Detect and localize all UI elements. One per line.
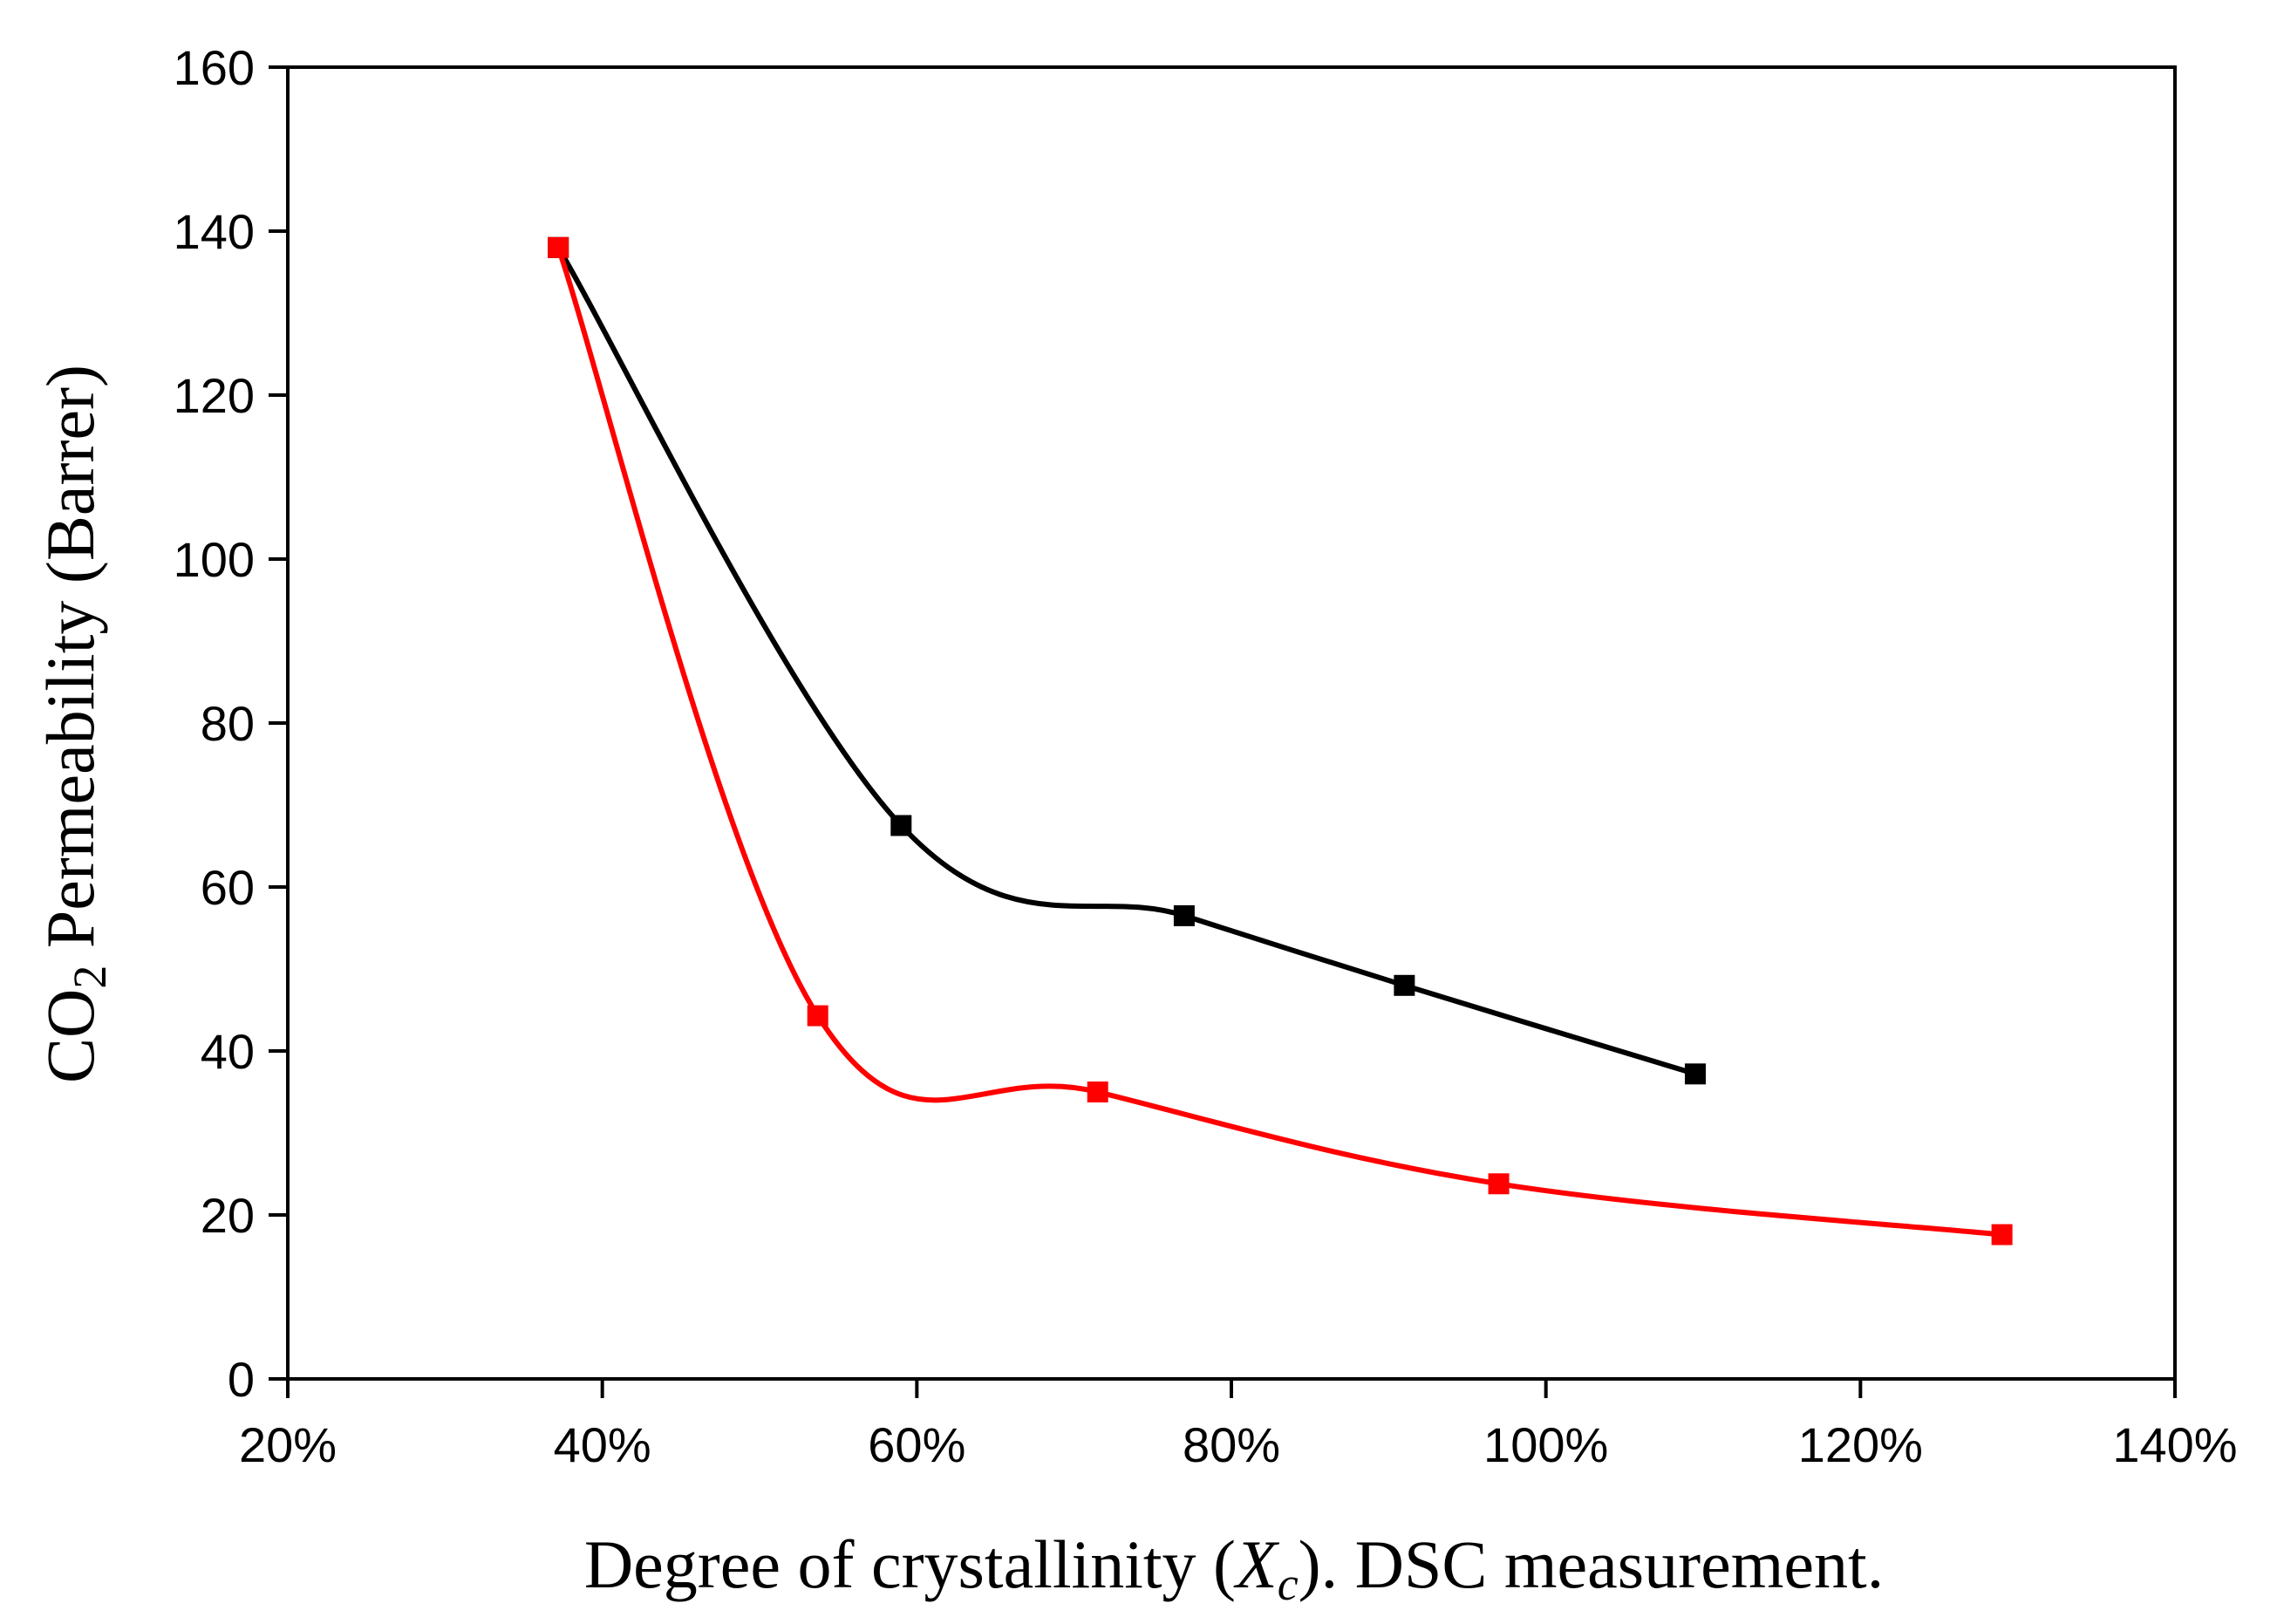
x-tick-label: 140% xyxy=(2112,1417,2237,1472)
y-tick-label: 60 xyxy=(201,860,255,915)
x-tick-label: 20% xyxy=(239,1417,337,1472)
axes: 0 20 40 60 80 100 120 140 160 20% 40% 60% 80% 100% 120… xyxy=(174,40,2238,1472)
x-tick-label: 100% xyxy=(1483,1417,1608,1472)
y-tick-label: 20 xyxy=(201,1188,255,1243)
data-point-marker xyxy=(1991,1224,2013,1245)
y-axis-title: CO2 Permeability (Barrer) xyxy=(32,365,116,1083)
y-tick-label: 160 xyxy=(174,40,255,95)
y-tick-label: 100 xyxy=(174,532,255,587)
x-tick-label: 120% xyxy=(1798,1417,1923,1472)
y-tick-label: 40 xyxy=(201,1024,255,1079)
y-tick-label: 0 xyxy=(228,1352,255,1407)
series-line-2 xyxy=(556,244,2005,1238)
data-point-marker xyxy=(890,815,912,836)
y-tick-label: 140 xyxy=(174,204,255,259)
data-point-marker xyxy=(1087,1082,1108,1102)
data-point-marker xyxy=(1173,904,1195,926)
y-tick-label: 80 xyxy=(201,696,255,751)
data-point-marker xyxy=(548,236,569,258)
x-axis-title: Degree of crystallinity (Xc). DSC measur… xyxy=(584,1526,1884,1610)
data-point-marker xyxy=(1394,974,1415,996)
x-tick-label: 60% xyxy=(868,1417,965,1472)
data-point-marker xyxy=(1488,1173,1510,1195)
data-point-marker xyxy=(1684,1063,1706,1085)
y-tick-label: 120 xyxy=(174,368,255,423)
x-tick-label: 40% xyxy=(554,1417,651,1472)
data-point-marker xyxy=(807,1005,828,1027)
x-tick-label: 80% xyxy=(1183,1417,1280,1472)
series-line-1 xyxy=(556,244,1698,1077)
series-layer xyxy=(548,236,2013,1245)
